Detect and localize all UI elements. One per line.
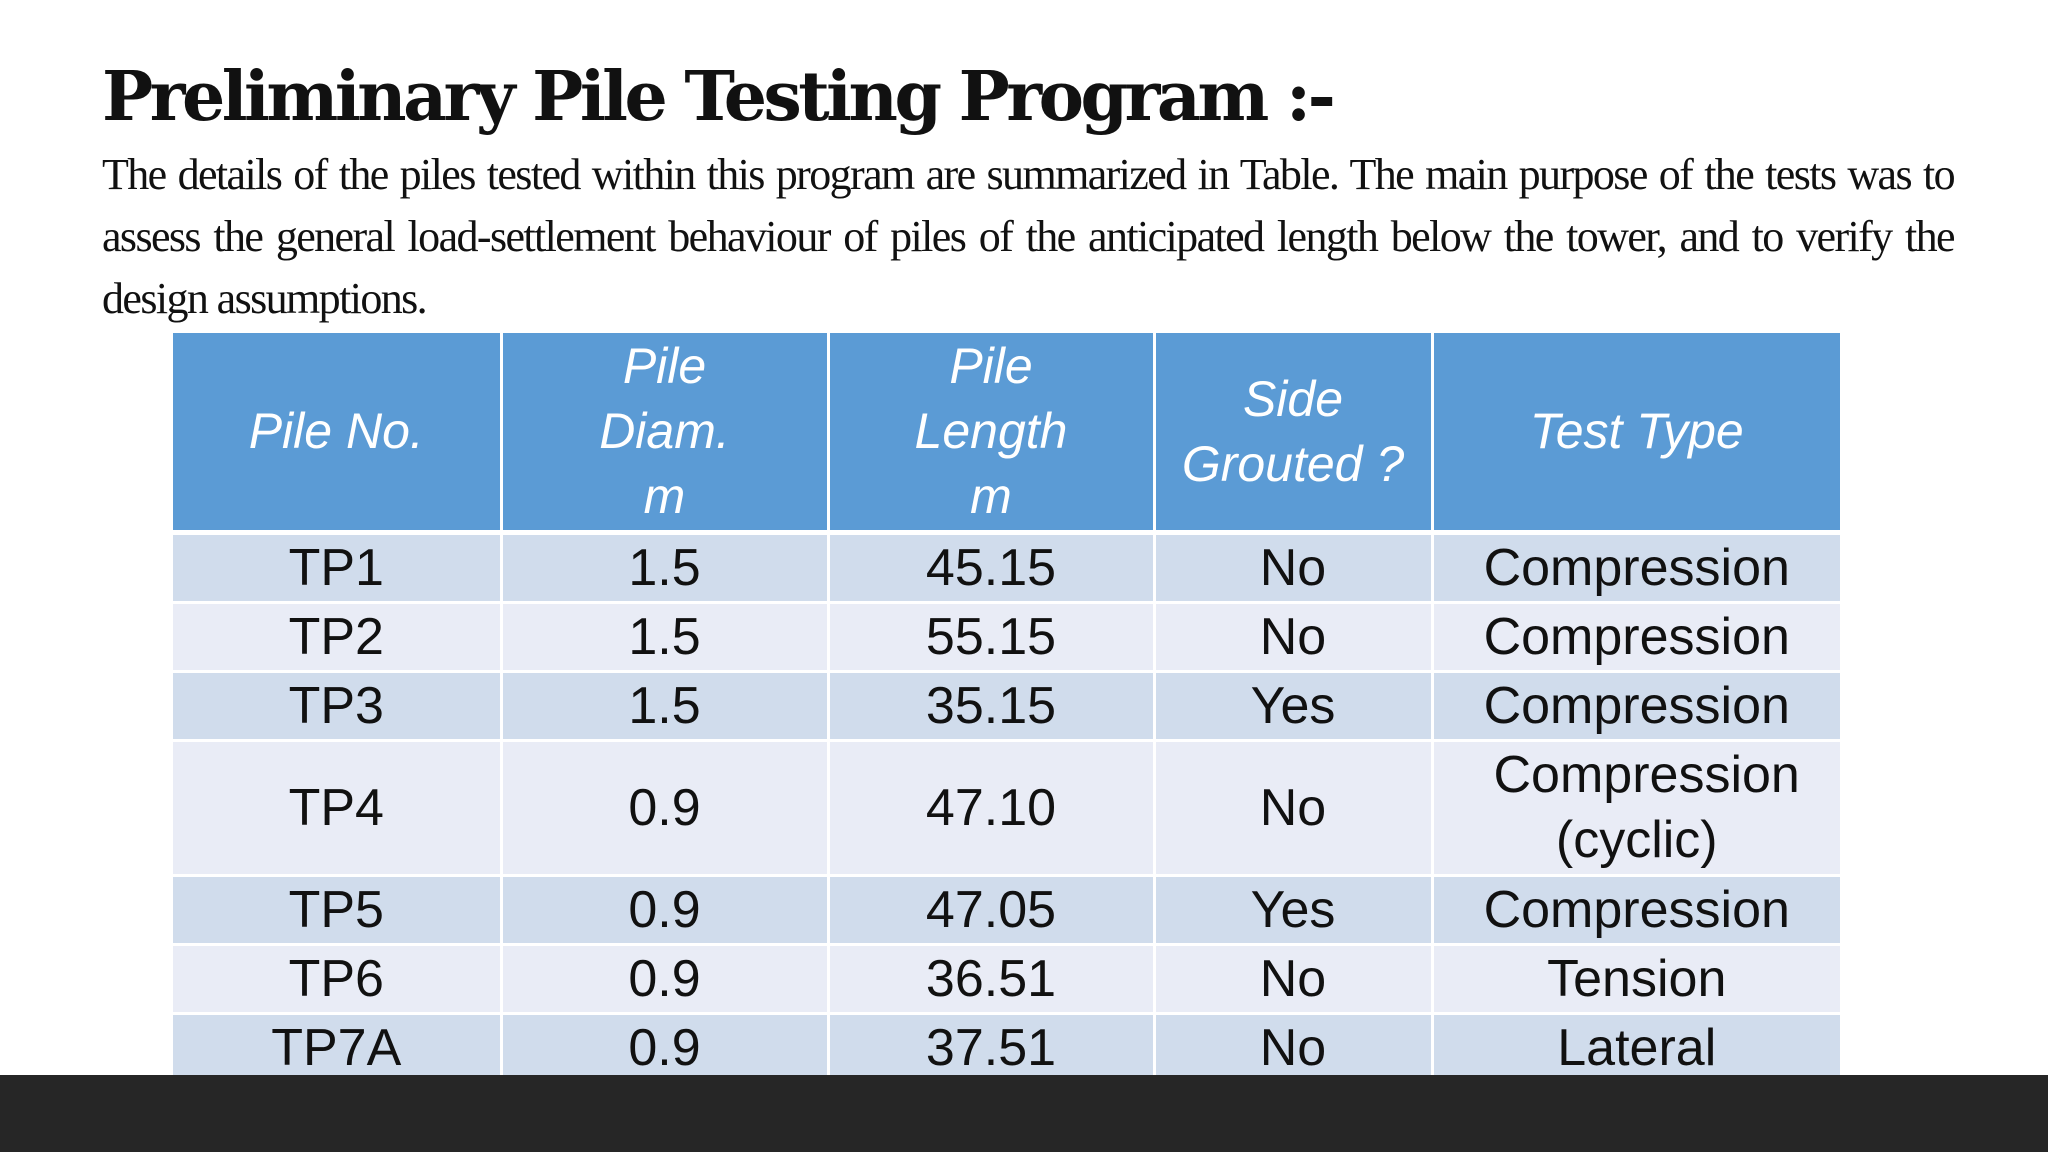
pile-test-table: Pile No. Pile Diam. m Pile Length m Side… <box>173 333 1840 1084</box>
table-row: TP7A 0.9 37.51 No Lateral <box>173 1013 1840 1084</box>
cell-pile-no: TP2 <box>173 602 503 673</box>
cell-grouted: No <box>1154 944 1434 1015</box>
cell-pile-no: TP7A <box>173 1013 503 1084</box>
cell-grouted: No <box>1154 1013 1434 1084</box>
cell-length: 47.10 <box>828 740 1156 877</box>
cell-grouted: No <box>1154 740 1434 877</box>
cell-length: 47.05 <box>828 875 1156 946</box>
cell-diam: 1.5 <box>501 602 830 673</box>
header-test-type: Test Type <box>1432 333 1840 535</box>
table-row: TP1 1.5 45.15 No Compression <box>173 532 1840 604</box>
cell-diam: 0.9 <box>501 740 830 877</box>
cell-diam: 0.9 <box>501 944 830 1015</box>
header-pile-length: Pile Length m <box>828 333 1156 535</box>
cell-test-type: Compression <box>1432 671 1840 742</box>
cell-grouted: Yes <box>1154 671 1434 742</box>
cell-pile-no: TP1 <box>173 532 503 604</box>
table-row: TP5 0.9 47.05 Yes Compression <box>173 875 1840 946</box>
cell-diam: 0.9 <box>501 875 830 946</box>
table-header-row: Pile No. Pile Diam. m Pile Length m Side… <box>173 333 1840 535</box>
cell-grouted: No <box>1154 602 1434 673</box>
cell-diam: 0.9 <box>501 1013 830 1084</box>
cell-grouted: No <box>1154 532 1434 604</box>
cell-length: 45.15 <box>828 532 1156 604</box>
cell-test-type: Tension <box>1432 944 1840 1015</box>
cell-pile-no: TP5 <box>173 875 503 946</box>
cell-test-type: Compression (cyclic) <box>1432 740 1840 877</box>
cell-pile-no: TP6 <box>173 944 503 1015</box>
bottom-bar <box>0 1075 2048 1152</box>
pile-test-table-container: Pile No. Pile Diam. m Pile Length m Side… <box>173 333 1840 1084</box>
slide-title: Preliminary Pile Testing Program :- <box>102 57 1336 137</box>
header-side-grouted: Side Grouted ? <box>1154 333 1434 535</box>
cell-pile-no: TP3 <box>173 671 503 742</box>
cell-test-type: Compression <box>1432 532 1840 604</box>
cell-test-type: Lateral <box>1432 1013 1840 1084</box>
header-pile-no: Pile No. <box>173 333 503 535</box>
cell-test-type: Compression <box>1432 875 1840 946</box>
table-row: TP6 0.9 36.51 No Tension <box>173 944 1840 1015</box>
table-row: TP2 1.5 55.15 No Compression <box>173 602 1840 673</box>
cell-length: 37.51 <box>828 1013 1156 1084</box>
cell-test-type: Compression <box>1432 602 1840 673</box>
cell-diam: 1.5 <box>501 532 830 604</box>
cell-diam: 1.5 <box>501 671 830 742</box>
cell-grouted: Yes <box>1154 875 1434 946</box>
table-row: TP4 0.9 47.10 No Compression (cyclic) <box>173 740 1840 877</box>
header-pile-diam: Pile Diam. m <box>501 333 830 535</box>
table-row: TP3 1.5 35.15 Yes Compression <box>173 671 1840 742</box>
slide-body-text: The details of the piles tested within t… <box>102 150 1956 323</box>
cell-length: 55.15 <box>828 602 1156 673</box>
cell-length: 35.15 <box>828 671 1156 742</box>
cell-pile-no: TP4 <box>173 740 503 877</box>
cell-length: 36.51 <box>828 944 1156 1015</box>
